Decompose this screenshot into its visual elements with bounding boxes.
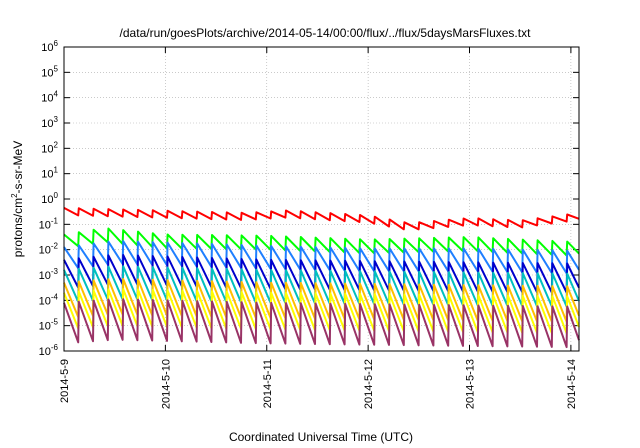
y-axis-label: protons/cm2-s-sr-MeV (10, 141, 25, 257)
y-tick-base: 10 (41, 67, 53, 79)
y-tick-label: 10-1 (39, 216, 59, 231)
plot-frame (63, 46, 580, 352)
y-tick-base: 10 (39, 245, 51, 257)
y-tick-exp: -2 (51, 242, 59, 251)
y-axis-label-main: protons/cm (11, 198, 25, 257)
y-tick-base: 10 (39, 219, 51, 231)
y-tick-base: 10 (41, 169, 53, 181)
y-tick-label: 106 (41, 39, 58, 54)
y-tick-exp: -4 (51, 292, 59, 301)
x-tick-label: 2014-5-11 (262, 359, 274, 408)
y-tick-label: 102 (41, 140, 58, 155)
y-tick-base: 10 (39, 346, 51, 358)
series-line-7 (63, 298, 580, 349)
y-tick-exp: -3 (51, 267, 59, 276)
y-tick-exp: 0 (54, 191, 59, 200)
y-tick-label: 100 (41, 191, 58, 206)
y-tick-exp: -5 (51, 318, 59, 327)
y-tick-label: 10-3 (39, 267, 59, 282)
y-tick-exp: -6 (51, 343, 59, 352)
y-tick-label: 10-5 (39, 318, 59, 333)
y-tick-base: 10 (39, 295, 51, 307)
series-layer (63, 207, 580, 349)
x-tick-labels: 2014-5-9 2014-5-10 2014-5-11 2014-5-12 2014-… (59, 359, 578, 409)
y-axis-label-rest: -s-sr-MeV (11, 141, 25, 194)
x-tick-label: 2014-5-13 (465, 359, 477, 409)
y-tick-base: 10 (41, 143, 53, 155)
x-tick-label: 2014-5-14 (566, 359, 578, 409)
y-tick-label: 103 (41, 115, 58, 130)
y-tick-base: 10 (41, 93, 53, 105)
series-line-2 (63, 240, 580, 275)
y-tick-exp: 2 (54, 140, 59, 149)
y-tick-label: 105 (41, 64, 58, 79)
y-tick-label: 10-6 (39, 343, 59, 358)
y-tick-label: 10-4 (39, 292, 59, 307)
y-tick-label: 101 (41, 166, 58, 181)
y-tick-base: 10 (41, 194, 53, 206)
y-tick-base: 10 (41, 42, 53, 54)
y-tick-base: 10 (41, 118, 53, 130)
y-tick-exp: -1 (51, 216, 59, 225)
x-axis-label: Coordinated Universal Time (UTC) (229, 430, 413, 444)
y-tick-exp: 3 (54, 115, 59, 124)
x-tick-label: 2014-5-9 (59, 359, 71, 403)
y-axis-label-sup: 2 (10, 193, 19, 198)
y-tick-base: 10 (39, 321, 51, 333)
y-tick-base: 10 (39, 270, 51, 282)
chart-title: /data/run/goesPlots/archive/2014-05-14/0… (120, 26, 532, 40)
y-tick-exp: 1 (54, 166, 59, 175)
series-line-1 (63, 227, 580, 257)
y-tick-exp: 5 (54, 64, 59, 73)
series-line-0 (63, 207, 580, 231)
y-tick-exp: 6 (54, 39, 59, 48)
y-tick-labels: 10-610-510-410-310-210-11001011021031041… (39, 39, 59, 358)
y-tick-label: 10-2 (39, 242, 59, 257)
x-tick-label: 2014-5-12 (363, 359, 375, 409)
y-tick-exp: 4 (54, 90, 59, 99)
x-tick-label: 2014-5-10 (160, 359, 172, 409)
y-tick-label: 104 (41, 90, 58, 105)
